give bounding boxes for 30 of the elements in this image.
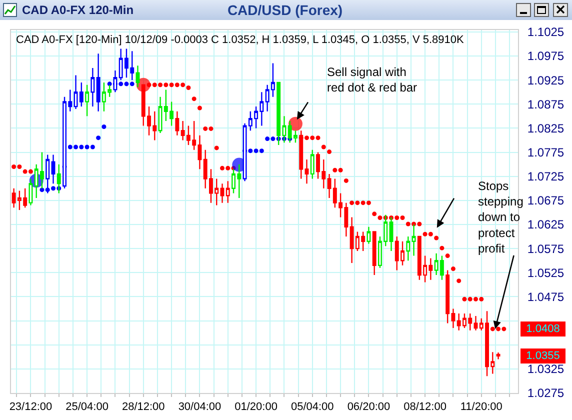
annotation: Sell signal with red dot & red bar [327, 65, 418, 95]
x-tick-label: 28/12:00 [122, 401, 165, 414]
annotation: Stops stepping down to protect profit [478, 179, 524, 256]
y-tick-label: 1.0475 [527, 290, 564, 304]
x-tick-label: 06/20:00 [347, 401, 390, 414]
y-tick-label: 1.0625 [527, 218, 564, 232]
y-tick-label: 1.0525 [527, 266, 564, 280]
y-tick-label: 1.0325 [527, 362, 564, 376]
y-tick-label: 1.0725 [527, 170, 564, 184]
x-tick-label: 08/12:00 [404, 401, 446, 414]
y-tick-label: 1.0275 [527, 386, 564, 400]
x-tick-label: 11/20:00 [460, 401, 502, 414]
y-tick-label: 1.0925 [527, 73, 564, 88]
x-tick-label: 05/04:00 [290, 401, 334, 414]
y-tick-label: 1.0775 [527, 145, 564, 160]
y-tick-label: 1.1025 [527, 25, 564, 40]
y-tick-label: 1.0575 [527, 242, 564, 256]
x-tick-label: 25/04:00 [66, 401, 108, 414]
y-tick-label: 1.0875 [527, 97, 564, 112]
x-tick-label: 30/04:00 [178, 401, 222, 414]
y-tick-label: 1.0975 [527, 49, 564, 64]
chart-subtitle: CAD A0-FX 120-Min [22, 3, 134, 17]
x-tick-label: 23/12:00 [9, 401, 52, 414]
x-tick-label: 01/20:00 [234, 401, 278, 414]
annotation: CAD A0-FX [120-Min] 10/12/09 -0.0003 C 1.0352, H 1.0359, L 1.0345, O 1.0355, V 5.8910K [16, 34, 464, 46]
y-tick-label: 1.0675 [527, 194, 564, 208]
y-tick-label: 1.0825 [527, 121, 564, 136]
chart-title: CAD/USD (Forex) [226, 2, 344, 18]
text: 1.0408 [526, 323, 560, 335]
text: 1.0355 [526, 350, 560, 362]
